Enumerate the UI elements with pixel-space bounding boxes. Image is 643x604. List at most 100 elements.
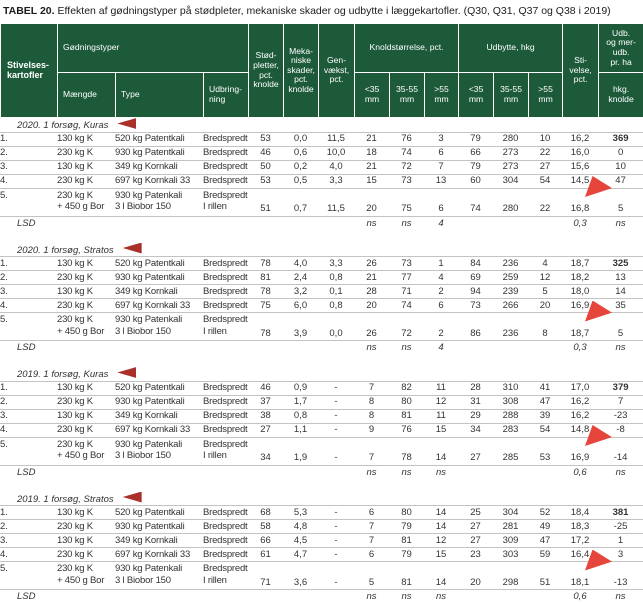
cell-value: 9 bbox=[354, 423, 389, 437]
col-header-genvaekst: Gen- vækst, pct. bbox=[319, 24, 355, 118]
cell-value: 0,0 bbox=[283, 132, 318, 146]
cell-value: 58 bbox=[248, 520, 283, 534]
row-number: 4. bbox=[0, 174, 57, 188]
cell-value: ns bbox=[424, 465, 458, 480]
row-number: 1. bbox=[0, 506, 57, 520]
cell-udbringning: Bredspredt bbox=[203, 132, 248, 146]
row-number: 5. bbox=[0, 313, 57, 341]
cell-value bbox=[458, 341, 493, 356]
cell-udb: 379 bbox=[598, 381, 643, 395]
table-caption: Effekten af gødningstyper på stødpleter,… bbox=[58, 5, 611, 17]
cell-maengde: 230 kg K + 450 g Bor bbox=[57, 313, 115, 341]
cell-value: 53 bbox=[248, 174, 283, 188]
cell-value: 6 bbox=[424, 146, 458, 160]
cell-value bbox=[528, 216, 562, 231]
cell-udbringning bbox=[203, 590, 248, 604]
cell-udb: 369 bbox=[598, 132, 643, 146]
cell-value bbox=[248, 590, 283, 604]
cell-udb: 1 bbox=[598, 534, 643, 548]
cell-value: 79 bbox=[458, 160, 493, 174]
cell-value: 78 bbox=[248, 313, 283, 341]
cell-value: 0,8 bbox=[318, 299, 354, 313]
cell-value: 12 bbox=[528, 271, 562, 285]
cell-value: - bbox=[318, 520, 354, 534]
cell-value: 61 bbox=[248, 548, 283, 562]
cell-maengde: 130 kg K bbox=[57, 534, 115, 548]
cell-value: 29 bbox=[458, 409, 493, 423]
cell-value: 2 bbox=[424, 285, 458, 299]
cell-value: 73 bbox=[389, 257, 424, 271]
cell-value: 4 bbox=[424, 341, 458, 356]
cell-value: 21 bbox=[354, 160, 389, 174]
cell-value: 6 bbox=[354, 506, 389, 520]
cell-value: 52 bbox=[528, 506, 562, 520]
section-header-row: 2020. 1 forsøg, Stratos bbox=[0, 243, 643, 257]
cell-value: 1 bbox=[424, 257, 458, 271]
cell-value: 21 bbox=[354, 132, 389, 146]
cell-value: 1,9 bbox=[283, 437, 318, 465]
cell-udb: 10 bbox=[598, 160, 643, 174]
cell-type: 697 kg Kornkali 33 bbox=[115, 548, 203, 562]
cell-value: 310 bbox=[493, 381, 528, 395]
cell-value: 1,1 bbox=[283, 423, 318, 437]
section-header-row: 2019. 1 forsøg, Kuras bbox=[0, 367, 643, 381]
cell-value bbox=[283, 216, 318, 231]
cell-value: 8 bbox=[528, 313, 562, 341]
cell-udbringning: Bredspredt bbox=[203, 299, 248, 313]
cell-value: 3,6 bbox=[283, 562, 318, 590]
cell-maengde: 130 kg K bbox=[57, 132, 115, 146]
cell-value: 0,6 bbox=[283, 146, 318, 160]
cell-value: 69 bbox=[458, 271, 493, 285]
cell-udbringning bbox=[203, 216, 248, 231]
row-number: 3. bbox=[0, 534, 57, 548]
cell-udbringning bbox=[203, 341, 248, 356]
cell-maengde: 230 kg K bbox=[57, 423, 115, 437]
row-number: 2. bbox=[0, 520, 57, 534]
cell-maengde: 230 kg K bbox=[57, 271, 115, 285]
row-number: 4. bbox=[0, 423, 57, 437]
cell-udb: ns bbox=[598, 341, 643, 356]
cell-value: - bbox=[318, 395, 354, 409]
cell-udb: -13 bbox=[598, 562, 643, 590]
cell-value: 50 bbox=[248, 160, 283, 174]
cell-value: - bbox=[318, 409, 354, 423]
cell-value: 18,7 bbox=[562, 257, 598, 271]
cell-value: 26 bbox=[354, 313, 389, 341]
cell-value: 80 bbox=[389, 506, 424, 520]
cell-value: 26 bbox=[354, 257, 389, 271]
cell-value: 6 bbox=[424, 299, 458, 313]
cell-value: 0,5 bbox=[283, 174, 318, 188]
cell-value bbox=[493, 216, 528, 231]
cell-value: 288 bbox=[493, 409, 528, 423]
cell-value: 51 bbox=[248, 188, 283, 216]
cell-type: 930 kg Patenkali 3 l Biobor 150 bbox=[115, 437, 203, 465]
cell-value: 4 bbox=[424, 271, 458, 285]
cell-value: 308 bbox=[493, 395, 528, 409]
cell-value: ns bbox=[354, 341, 389, 356]
cell-udbringning: Bredspredt bbox=[203, 285, 248, 299]
cell-value bbox=[283, 465, 318, 480]
cell-value: 22 bbox=[528, 146, 562, 160]
cell-maengde: 230 kg K bbox=[57, 548, 115, 562]
cell-value: 59 bbox=[528, 548, 562, 562]
cell-value: 76 bbox=[389, 423, 424, 437]
cell-value: 81 bbox=[389, 562, 424, 590]
cell-value: 15 bbox=[354, 174, 389, 188]
cell-value: - bbox=[318, 437, 354, 465]
cell-value: 281 bbox=[493, 520, 528, 534]
cell-type: 930 kg Patentkali bbox=[115, 520, 203, 534]
cell-value: 2,4 bbox=[283, 271, 318, 285]
cell-type: 349 kg Kornkali bbox=[115, 534, 203, 548]
cell-maengde: 130 kg K bbox=[57, 409, 115, 423]
cell-value bbox=[493, 341, 528, 356]
